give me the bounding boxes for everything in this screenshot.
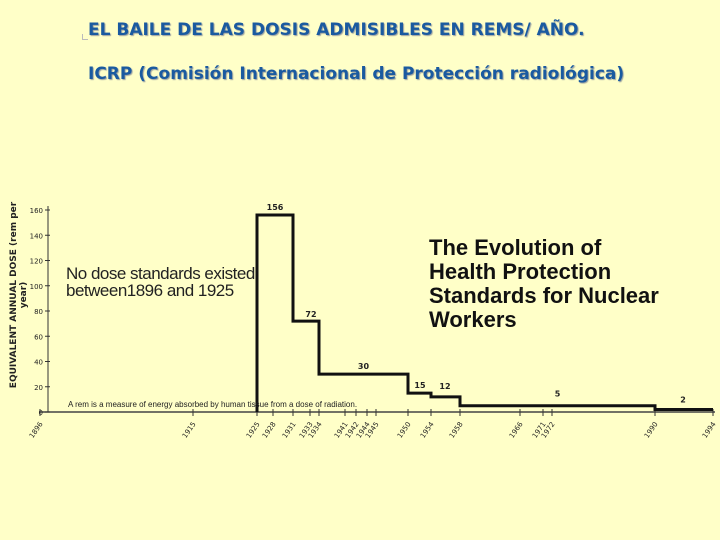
x-tick-label: 1915	[181, 421, 198, 440]
y-axis-label: EQUIVALENT ANNUAL DOSE (rem peryear)	[9, 201, 29, 388]
x-tick-label: 1925	[245, 421, 262, 440]
y-tick-label: 160	[30, 207, 43, 215]
x-tick-label: 1954	[419, 420, 436, 440]
chart-title: The Evolution of Health Protection Stand…	[429, 235, 659, 332]
y-tick-label: 0	[39, 409, 43, 417]
slide-subtitle: ICRP (Comisión Internacional de Protecci…	[88, 64, 625, 84]
y-tick-label: 120	[30, 258, 43, 266]
y-tick-label: 20	[34, 384, 43, 392]
rem-definition-note: A rem is a measure of energy absorbed by…	[68, 400, 357, 409]
x-tick-label: 1994	[701, 420, 718, 440]
x-tick-label: 1990	[643, 421, 660, 440]
step-value-label: 156	[267, 203, 284, 212]
x-tick-label: 1896	[28, 420, 45, 440]
step-value-label: 12	[439, 382, 450, 391]
step-value-label: 15	[414, 381, 426, 390]
step-value-label: 30	[358, 362, 370, 371]
y-tick-label: 140	[30, 232, 43, 240]
x-tick-label: 1931	[281, 421, 298, 440]
slide-title: EL BAILE DE LAS DOSIS ADMISIBLES EN REMS…	[88, 20, 585, 40]
dose-step-line	[255, 213, 713, 412]
x-tick-label: 1950	[396, 421, 413, 440]
x-tick-label: 1958	[448, 421, 465, 440]
step-value-label: 5	[555, 390, 561, 399]
y-tick-label: 100	[30, 283, 43, 291]
y-tick-label: 40	[34, 359, 43, 367]
step-value-label: 2	[680, 395, 686, 404]
step-value-label: 72	[305, 310, 316, 319]
y-tick-label: 60	[34, 333, 43, 341]
y-tick-label: 80	[34, 308, 43, 316]
bullet-icon	[82, 34, 88, 40]
no-standards-note: No dose standards existed between1896 an…	[66, 264, 255, 300]
x-tick-label: 1928	[261, 421, 278, 440]
x-tick-label: 1966	[508, 420, 525, 440]
